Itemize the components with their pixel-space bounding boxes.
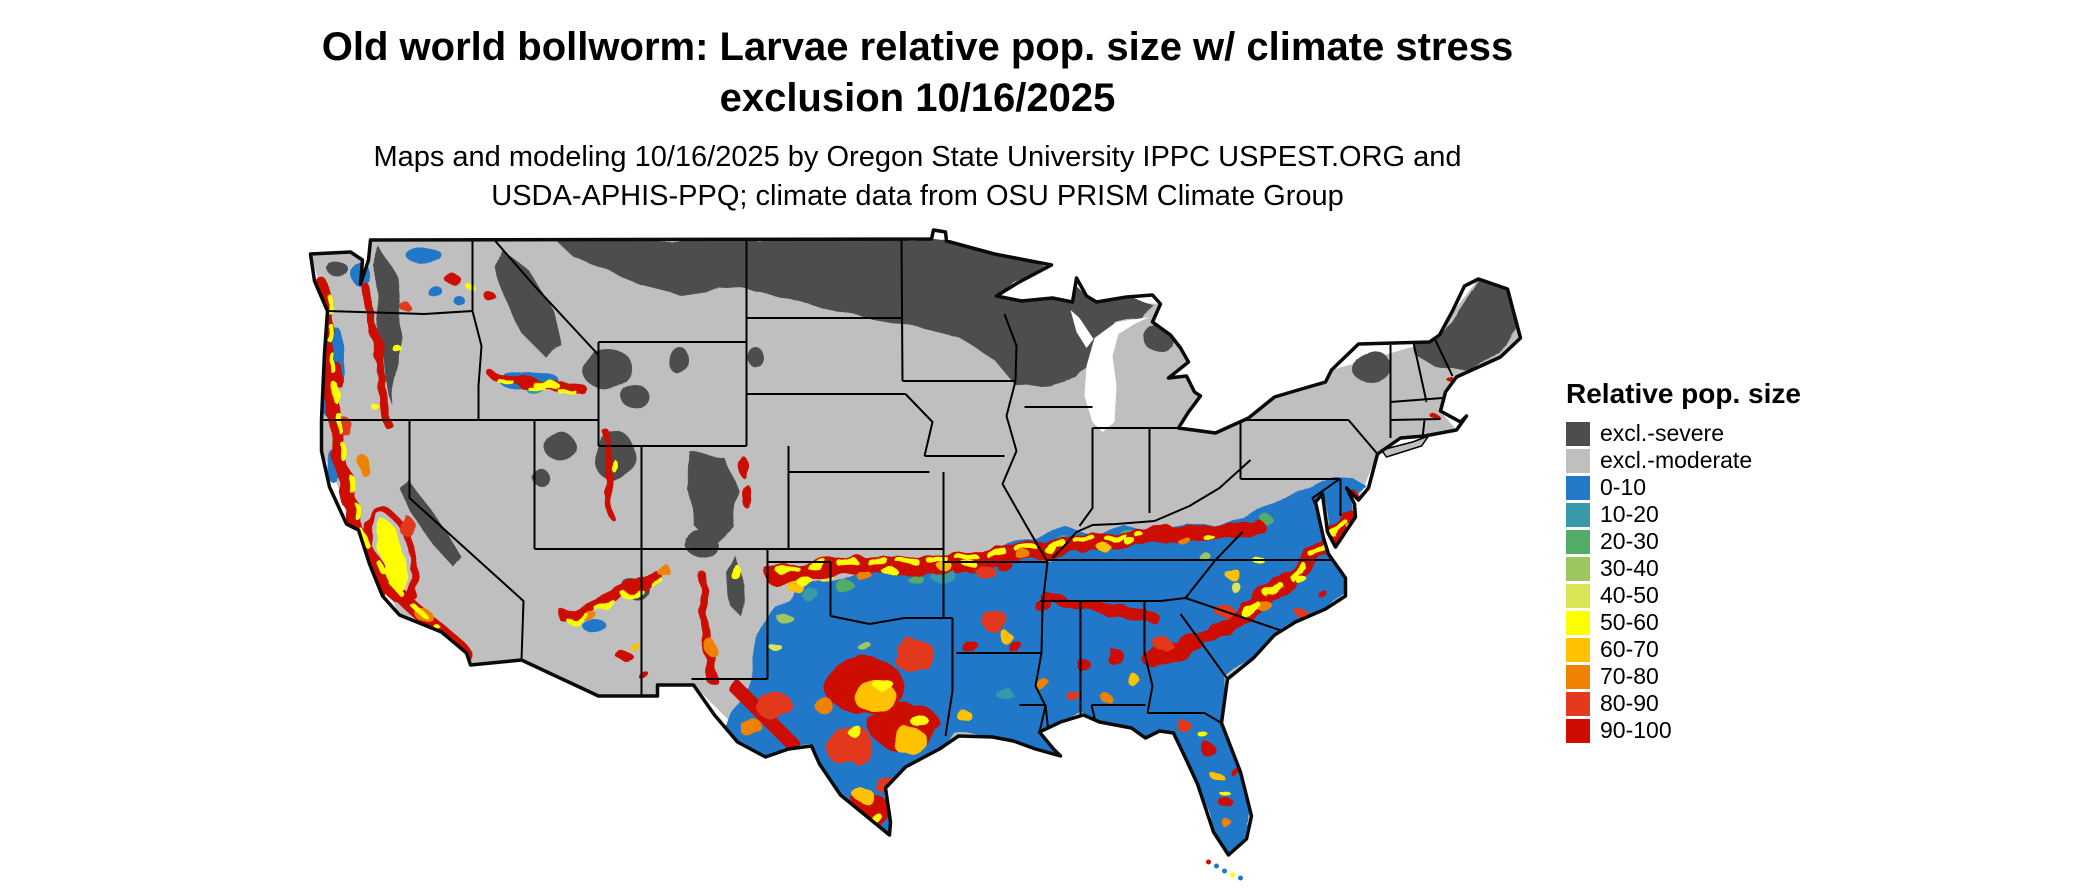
page-subtitle: Maps and modeling 10/16/2025 by Oregon S… xyxy=(0,138,1835,215)
legend-item: 70-80 xyxy=(1566,663,1801,690)
legend-item: 20-30 xyxy=(1566,528,1801,555)
legend-item: 30-40 xyxy=(1566,555,1801,582)
legend-swatch xyxy=(1566,691,1590,716)
page-subtitle-line1: Maps and modeling 10/16/2025 by Oregon S… xyxy=(373,141,1462,174)
header: Old world bollworm: Larvae relative pop.… xyxy=(0,22,1835,215)
legend-item: 60-70 xyxy=(1566,636,1801,663)
legend-item: 80-90 xyxy=(1566,690,1801,717)
legend-swatch xyxy=(1566,529,1590,554)
legend-item: 0-10 xyxy=(1566,474,1801,501)
page-title: Old world bollworm: Larvae relative pop.… xyxy=(0,22,1835,124)
legend-item-label: 20-30 xyxy=(1600,528,1659,554)
florida-keys xyxy=(1206,859,1243,881)
legend-item-label: 10-20 xyxy=(1600,501,1659,527)
long-island xyxy=(1380,434,1431,458)
legend-item-label: excl.-severe xyxy=(1600,420,1724,446)
legend-swatch xyxy=(1566,421,1590,446)
legend-swatch xyxy=(1566,664,1590,689)
region-80-90 xyxy=(338,302,1311,795)
legend-swatch xyxy=(1566,637,1590,662)
us-outline xyxy=(308,228,1523,857)
page-title-line1: Old world bollworm: Larvae relative pop.… xyxy=(321,25,1514,69)
legend-item-label: 60-70 xyxy=(1600,636,1659,662)
stress-bands-yellow xyxy=(326,293,1348,631)
legend-item-label: 0-10 xyxy=(1600,474,1647,500)
legend-item: 10-20 xyxy=(1566,501,1801,528)
legend-item-label: excl.-moderate xyxy=(1600,447,1753,473)
legend-item: excl.-moderate xyxy=(1566,447,1801,474)
legend-item-label: 40-50 xyxy=(1600,582,1659,608)
legend-swatch xyxy=(1566,610,1590,635)
legend-swatch xyxy=(1566,718,1590,743)
legend-swatch xyxy=(1566,475,1590,500)
legend-swatch xyxy=(1566,556,1590,581)
legend-title: Relative pop. size xyxy=(1566,378,1801,409)
legend-item: excl.-severe xyxy=(1566,420,1801,447)
legend-item-label: 90-100 xyxy=(1600,717,1672,743)
legend-item-label: 80-90 xyxy=(1600,690,1659,716)
legend-item: 40-50 xyxy=(1566,582,1801,609)
state-borders xyxy=(321,238,1454,737)
page-subtitle-line2: USDA-APHIS-PPQ; climate data from OSU PR… xyxy=(491,179,1344,212)
lake-michigan xyxy=(1070,310,1150,432)
legend-swatch xyxy=(1566,502,1590,527)
legend-item-label: 70-80 xyxy=(1600,663,1659,689)
legend-item: 50-60 xyxy=(1566,609,1801,636)
region-70-80 xyxy=(358,456,1273,830)
legend-item-label: 50-60 xyxy=(1600,609,1659,635)
us-risk-map xyxy=(308,228,1523,881)
legend-item: 90-100 xyxy=(1566,717,1801,744)
legend-swatch xyxy=(1566,583,1590,608)
page-title-line2: exclusion 10/16/2025 xyxy=(719,76,1116,121)
legend-swatch xyxy=(1566,448,1590,473)
legend: Relative pop. size excl.-severe excl.-mod… xyxy=(1566,378,1801,744)
legend-item-label: 30-40 xyxy=(1600,555,1659,581)
legend-items: excl.-severe excl.-moderate 0-10 10-20 20-30… xyxy=(1566,420,1801,744)
